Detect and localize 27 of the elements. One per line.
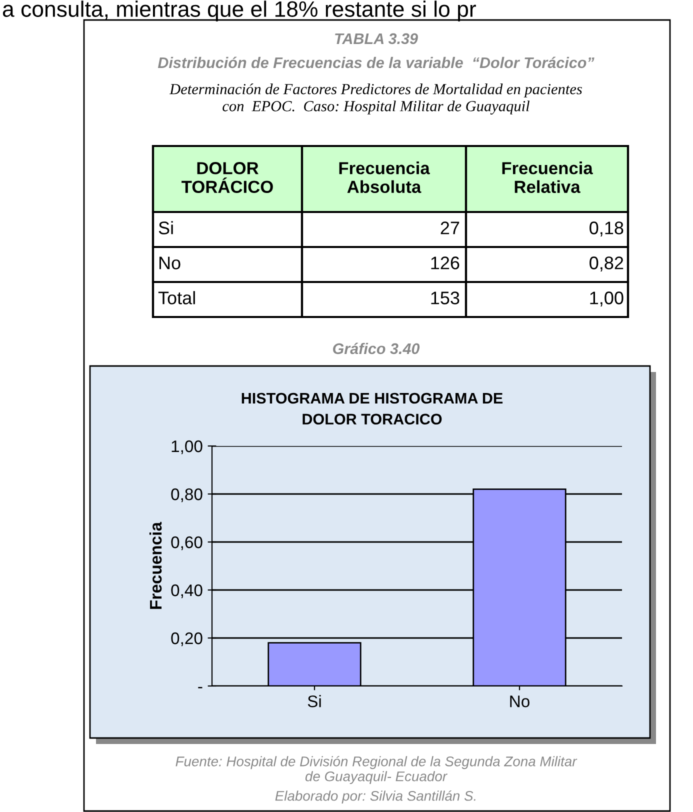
chart-title: HISTOGRAMA DE HISTOGRAMA DE DOLOR TORACICO <box>242 392 503 425</box>
text: DOLOR TORÁCICO <box>182 162 273 194</box>
text: Distribución de Frecuencias de la variable “Dolor Torácico” <box>158 56 594 68</box>
text: 153 <box>431 292 460 304</box>
y-tick-label: 0,60 <box>171 536 202 550</box>
text: 126 <box>431 256 460 270</box>
category-label: Si <box>158 221 173 234</box>
text: TABLA 3.39 <box>335 33 418 44</box>
y-tick-label: 0,20 <box>171 632 202 646</box>
text: Elaborado por: Silvia Santillán S. <box>275 790 476 804</box>
text: a consulta, mientras que el 18% restante si lo pr <box>2 0 476 22</box>
category-label: No <box>159 256 180 270</box>
text: 0,82 <box>590 256 624 272</box>
text: Gráfico 3.40 <box>333 342 420 354</box>
text: Frecuencia Relativa <box>502 162 593 194</box>
text: Determinación de Factores Predictores de Mortalidad en pacientes con EPOC. Caso: Hospital Militar de Guayaquil <box>169 84 582 114</box>
y-axis-title: Frecuencia <box>149 522 162 609</box>
y-tick-label: - <box>198 686 202 688</box>
text: Frecuencia Absoluta <box>339 162 430 194</box>
text: 27 <box>440 222 460 234</box>
text: 0,18 <box>590 222 624 236</box>
text: Total <box>158 291 195 304</box>
text: 1,00 <box>590 292 624 306</box>
y-tick-label: 0,80 <box>171 488 202 502</box>
source-note: Fuente: Hospital de División Regional de la Segunda Zona Militar de Guayaquil- Ecuador <box>176 756 578 784</box>
y-tick-label: 0,40 <box>171 584 202 598</box>
y-tick-label: 1,00 <box>172 440 202 454</box>
